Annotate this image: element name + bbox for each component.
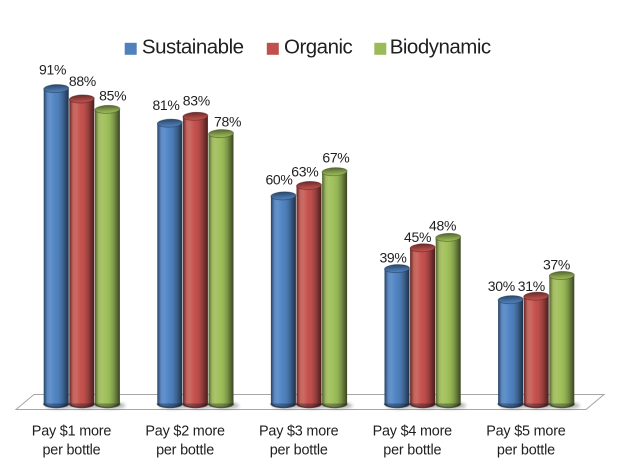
svg-text:67%: 67% [322, 150, 349, 166]
svg-text:per bottle: per bottle [156, 443, 214, 459]
svg-text:45%: 45% [404, 229, 431, 245]
svg-text:39%: 39% [379, 250, 406, 266]
svg-text:31%: 31% [518, 278, 545, 294]
svg-text:78%: 78% [214, 114, 241, 130]
svg-text:Pay $1 more: Pay $1 more [32, 424, 112, 440]
svg-text:81%: 81% [152, 97, 179, 113]
svg-text:per bottle: per bottle [42, 443, 100, 459]
svg-text:Sustainable: Sustainable [142, 36, 244, 59]
svg-text:Pay $5 more: Pay $5 more [486, 424, 566, 440]
svg-text:Biodynamic: Biodynamic [390, 36, 491, 59]
svg-text:30%: 30% [488, 278, 515, 294]
svg-text:per bottle: per bottle [383, 443, 441, 459]
svg-text:Pay $4 more: Pay $4 more [373, 424, 453, 440]
svg-text:48%: 48% [429, 218, 456, 234]
svg-text:per bottle: per bottle [270, 443, 328, 459]
svg-text:per bottle: per bottle [497, 443, 555, 459]
svg-text:37%: 37% [543, 257, 570, 273]
svg-text:Pay $2 more: Pay $2 more [145, 424, 225, 440]
svg-text:83%: 83% [183, 92, 210, 108]
svg-text:60%: 60% [265, 172, 292, 188]
svg-text:Pay $3 more: Pay $3 more [259, 424, 339, 440]
svg-text:88%: 88% [69, 73, 96, 89]
svg-text:Organic: Organic [284, 36, 353, 59]
svg-text:91%: 91% [39, 62, 66, 78]
svg-text:85%: 85% [99, 87, 126, 103]
svg-text:63%: 63% [291, 164, 318, 180]
